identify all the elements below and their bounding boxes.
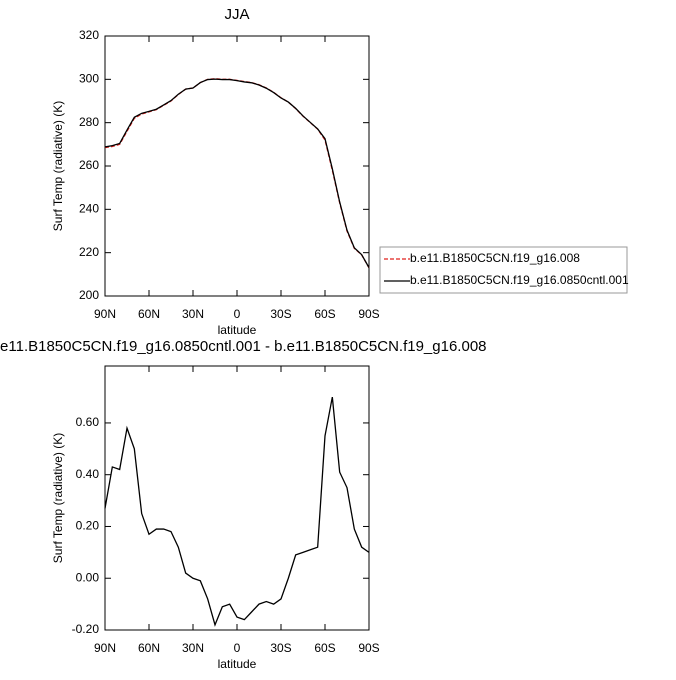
x-tick-label: 30N <box>182 307 204 321</box>
x-tick-label: 60N <box>138 641 160 655</box>
y-axis-label: Surf Temp (radiative) (K) <box>51 433 65 563</box>
x-tick-label: 60S <box>314 307 335 321</box>
chart-title: JJA <box>224 6 249 23</box>
series-line <box>104 78 370 269</box>
y-tick-label: 300 <box>79 72 99 86</box>
series-line <box>104 396 370 627</box>
plot-frame <box>104 35 370 297</box>
y-tick-label: 0.20 <box>76 519 100 533</box>
chart-title: b.e11.B1850C5CN.f19_g16.0850cntl.001 - b… <box>0 338 486 355</box>
y-tick-label: 320 <box>79 28 99 42</box>
x-tick-label: 90N <box>94 307 116 321</box>
y-tick-label: 0.40 <box>76 467 100 481</box>
y-tick-label: 240 <box>79 202 99 216</box>
y-tick-label: 0.00 <box>76 570 100 584</box>
y-axis-label: Surf Temp (radiative) (K) <box>51 101 65 231</box>
y-tick-label: 280 <box>79 115 99 129</box>
x-tick-label: 60S <box>314 641 335 655</box>
x-tick-label: 30N <box>182 641 204 655</box>
x-tick-label: 90S <box>358 641 379 655</box>
legend-label: b.e11.B1850C5CN.f19_g16.0850cntl.001 <box>410 273 629 287</box>
y-tick-label: -0.20 <box>72 622 100 636</box>
legend-box <box>379 246 628 294</box>
x-tick-label: 90S <box>358 307 379 321</box>
y-tick-label: 220 <box>79 245 99 259</box>
x-axis-label: latitude <box>218 323 257 337</box>
plot-frame <box>104 365 370 631</box>
series-line <box>104 78 370 268</box>
legend-label: b.e11.B1850C5CN.f19_g16.008 <box>410 251 580 265</box>
x-tick-label: 30S <box>270 307 291 321</box>
x-tick-label: 90N <box>94 641 116 655</box>
y-tick-label: 0.60 <box>76 415 100 429</box>
x-tick-label: 0 <box>234 307 241 321</box>
x-tick-label: 30S <box>270 641 291 655</box>
x-tick-label: 0 <box>234 641 241 655</box>
y-tick-label: 260 <box>79 158 99 172</box>
x-tick-label: 60N <box>138 307 160 321</box>
x-axis-label: latitude <box>218 657 257 671</box>
y-tick-label: 200 <box>79 288 99 302</box>
